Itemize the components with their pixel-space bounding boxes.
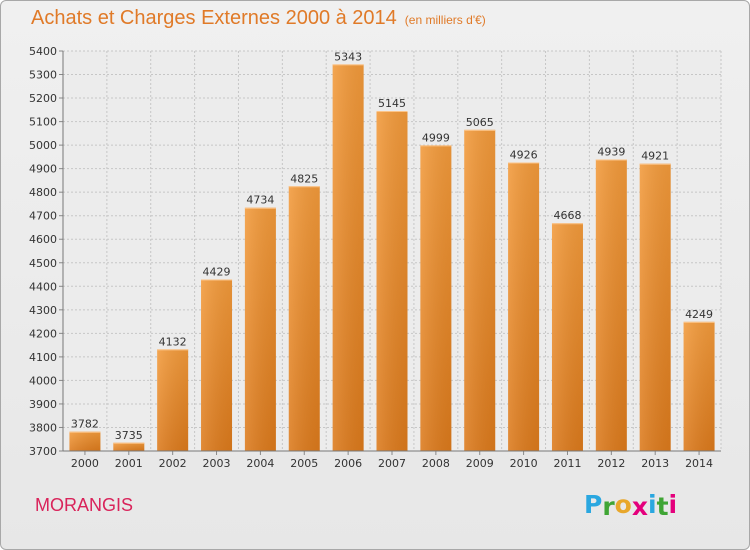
- y-tick-label: 3900: [29, 398, 57, 411]
- y-tick-label: 5200: [29, 92, 57, 105]
- data-label-2010: 4926: [510, 149, 538, 162]
- x-tick-label-2012: 2012: [597, 457, 625, 470]
- y-tick-label: 3800: [29, 421, 57, 434]
- y-tick-label: 4600: [29, 233, 57, 246]
- bar-shade-2012: [595, 159, 627, 451]
- data-label-2012: 4939: [597, 145, 625, 158]
- bar-shade-2007: [376, 111, 408, 451]
- data-label-2004: 4734: [246, 194, 274, 207]
- chart-title-text: Achats et Charges Externes 2000 à 2014: [31, 7, 397, 29]
- bar-shade-2011: [551, 223, 583, 451]
- data-label-2003: 4429: [203, 265, 231, 278]
- x-tick-label-2005: 2005: [290, 457, 318, 470]
- bar-shade-2003: [201, 279, 233, 451]
- bar-shade-2004: [244, 207, 276, 451]
- y-tick-label: 4700: [29, 210, 57, 223]
- data-label-2000: 3782: [71, 418, 99, 431]
- x-tick-label-2003: 2003: [203, 457, 231, 470]
- bar-shade-2006: [332, 64, 364, 451]
- y-tick-label: 5300: [29, 69, 57, 82]
- bar-shade-2000: [69, 431, 101, 451]
- x-tick-label-2002: 2002: [159, 457, 187, 470]
- y-tick-label: 5400: [29, 45, 57, 58]
- logo-letter: o: [614, 490, 632, 519]
- y-tick-label: 5100: [29, 116, 57, 129]
- data-label-2006: 5343: [334, 50, 362, 63]
- bar-shade-2014: [683, 321, 715, 451]
- logo-letter: i: [648, 490, 657, 519]
- y-tick-label: 4900: [29, 163, 57, 176]
- x-tick-label-2010: 2010: [510, 457, 538, 470]
- y-tick-label: 4400: [29, 280, 57, 293]
- commune-name: MORANGIS: [35, 495, 134, 515]
- x-tick-label-2004: 2004: [246, 457, 274, 470]
- bar-shade-2010: [508, 162, 540, 451]
- logo-letter: t: [656, 492, 669, 521]
- data-label-2011: 4668: [553, 209, 581, 222]
- data-label-2001: 3735: [115, 429, 143, 442]
- y-tick-label: 5000: [29, 139, 57, 152]
- logo-letter: P: [584, 490, 603, 519]
- x-tick-label-2011: 2011: [553, 457, 581, 470]
- bar-shade-2005: [288, 186, 320, 451]
- logo-letter: r: [602, 492, 615, 521]
- y-tick-label: 4800: [29, 186, 57, 199]
- y-tick-label: 4500: [29, 257, 57, 270]
- data-label-2005: 4825: [290, 172, 318, 185]
- data-label-2009: 5065: [466, 116, 494, 129]
- data-label-2002: 4132: [159, 335, 187, 348]
- x-tick-label-2008: 2008: [422, 457, 450, 470]
- bar-shade-2001: [113, 442, 145, 451]
- data-label-2008: 4999: [422, 131, 450, 144]
- bar-shade-2013: [639, 163, 671, 452]
- x-tick-label-2009: 2009: [466, 457, 494, 470]
- x-tick-label-2007: 2007: [378, 457, 406, 470]
- x-tick-label-2001: 2001: [115, 457, 143, 470]
- data-label-2014: 4249: [685, 308, 713, 321]
- x-tick-label-2014: 2014: [685, 457, 713, 470]
- bar-shade-2009: [464, 129, 496, 451]
- data-label-2007: 5145: [378, 97, 406, 110]
- proxiti-logo: Proxiti: [584, 490, 678, 521]
- y-tick-label: 4300: [29, 304, 57, 317]
- x-tick-label-2006: 2006: [334, 457, 362, 470]
- y-tick-label: 3700: [29, 445, 57, 458]
- bar-shade-2008: [420, 145, 452, 451]
- y-tick-label: 4000: [29, 374, 57, 387]
- y-tick-label: 4200: [29, 327, 57, 340]
- bar-shade-2002: [157, 349, 189, 451]
- logo-letter: x: [631, 492, 648, 521]
- y-tick-label: 4100: [29, 351, 57, 364]
- data-label-2013: 4921: [641, 150, 669, 163]
- x-tick-label-2000: 2000: [71, 457, 99, 470]
- x-tick-label-2013: 2013: [641, 457, 669, 470]
- chart-title: Achats et Charges Externes 2000 à 2014 (e…: [31, 7, 486, 30]
- logo-letter: i: [668, 490, 678, 519]
- chart-unit-subtitle: (en milliers d'€): [404, 13, 486, 27]
